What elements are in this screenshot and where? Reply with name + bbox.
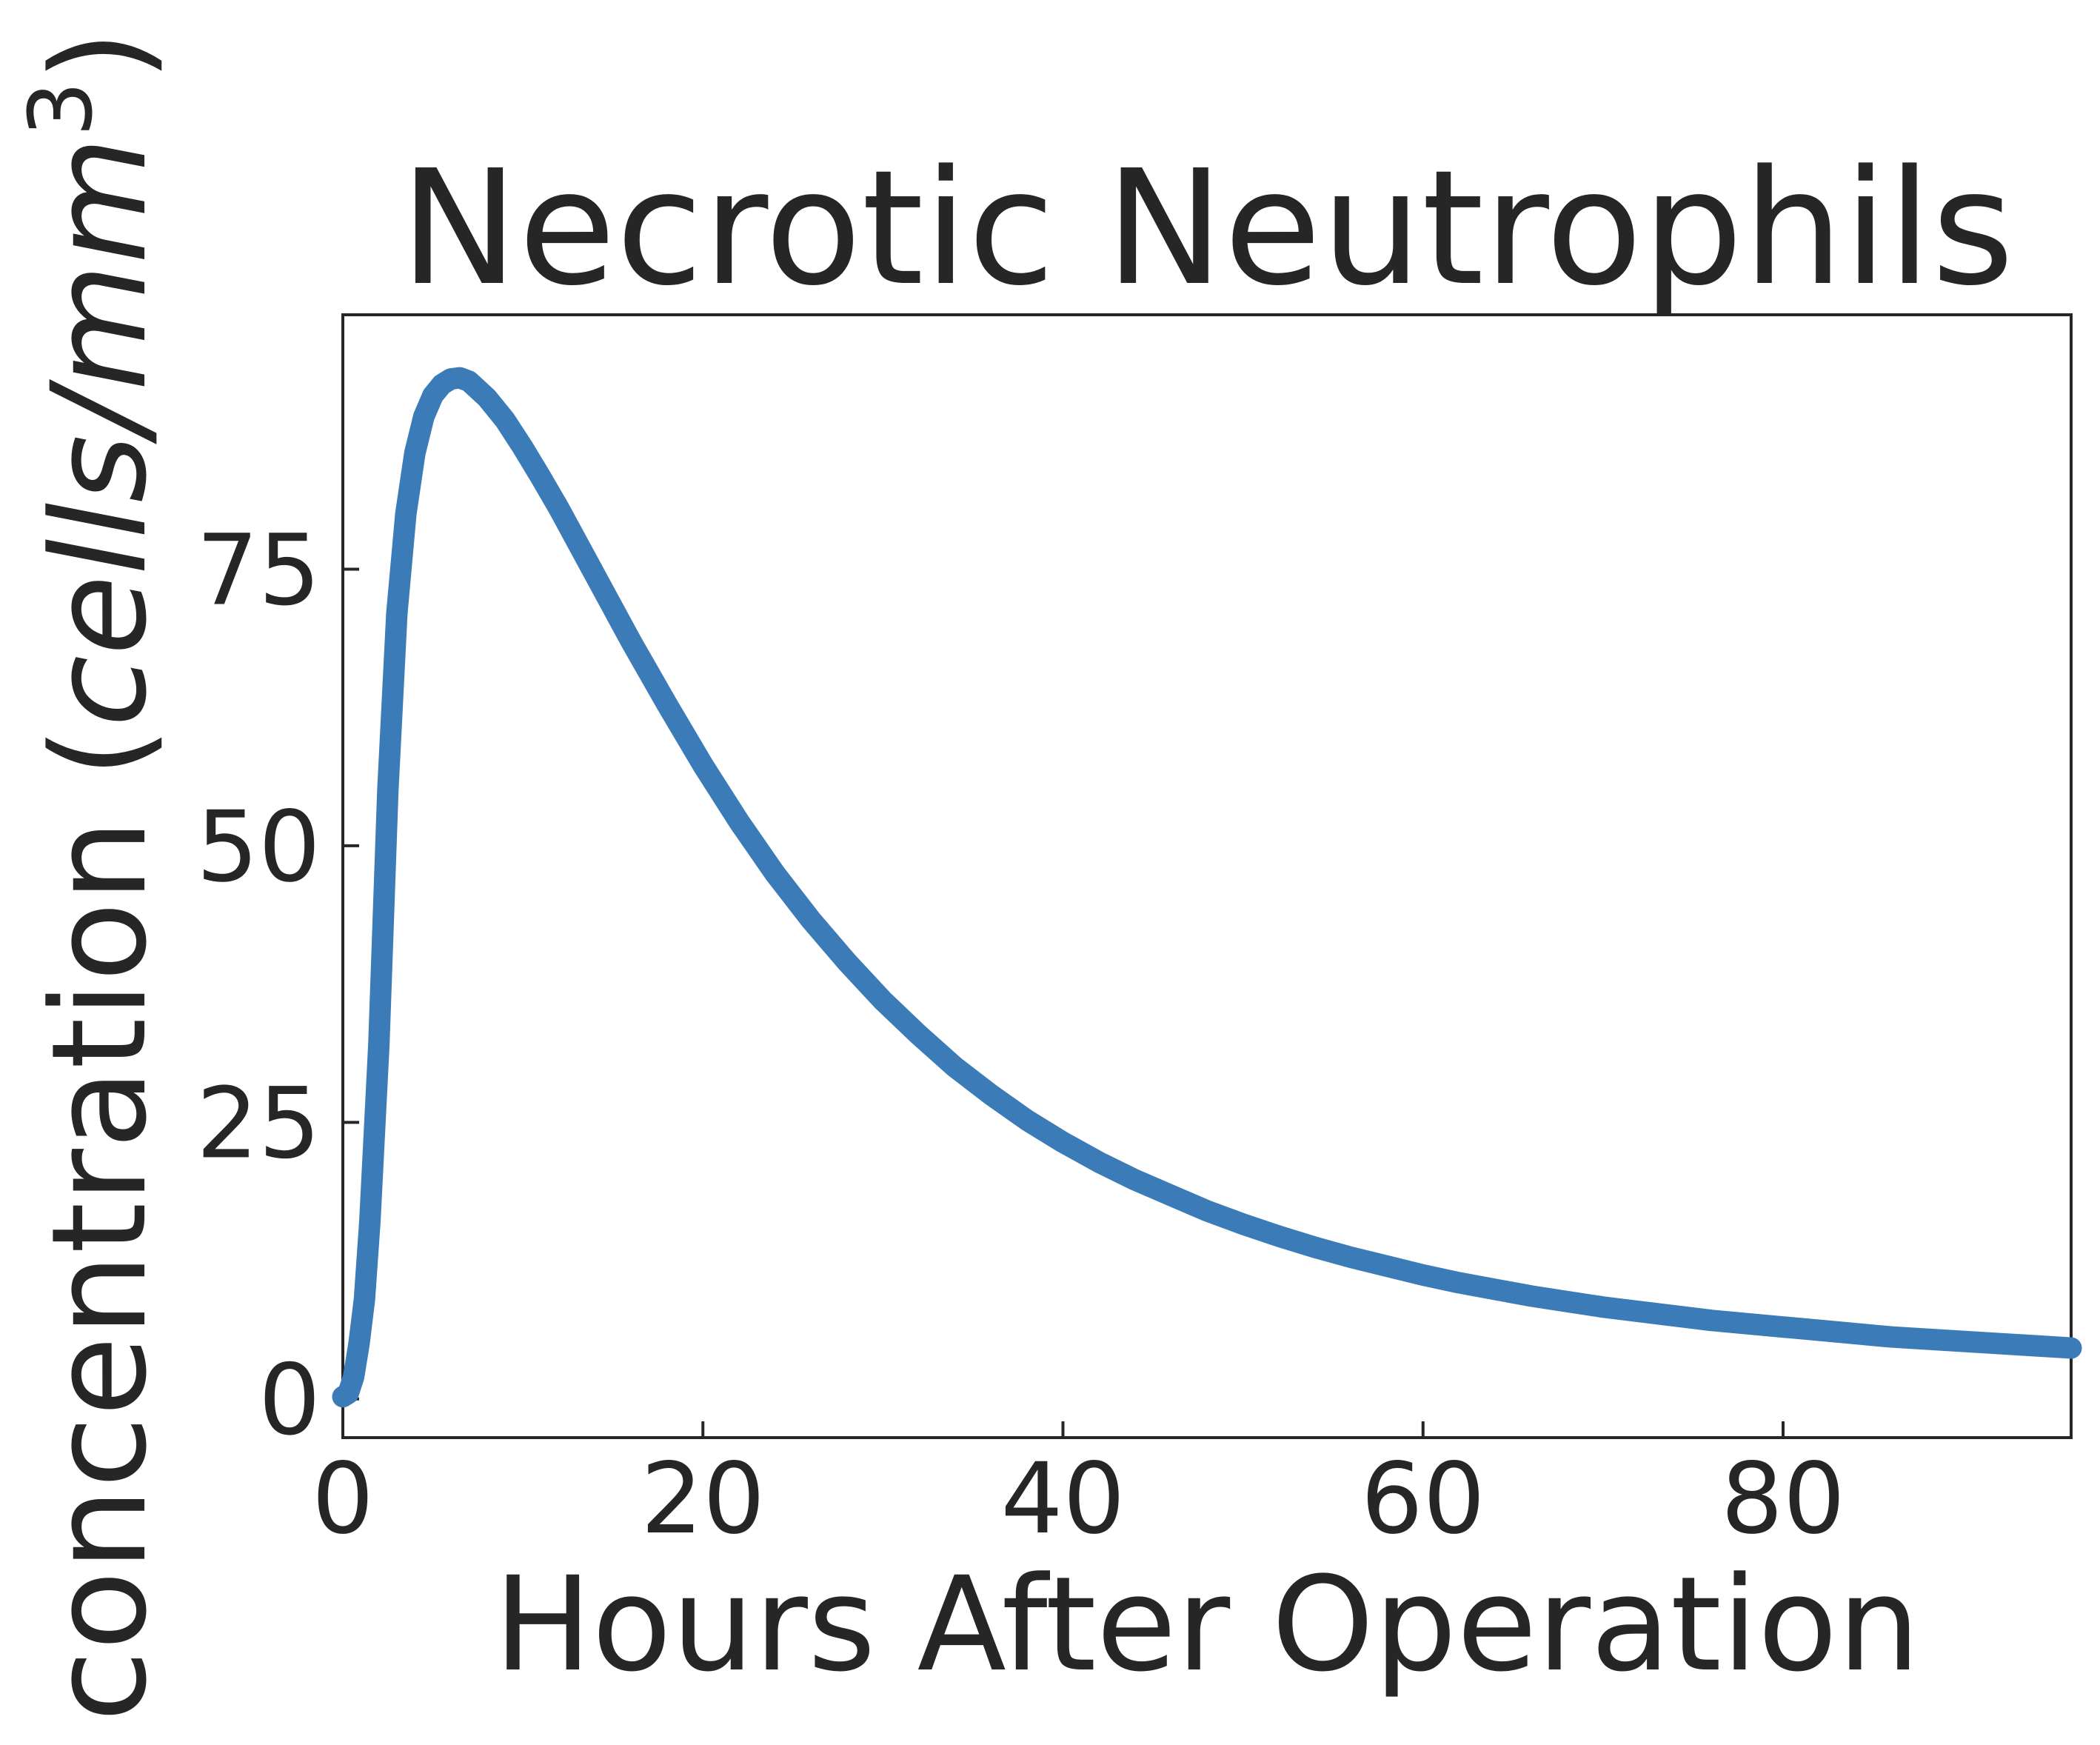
y-tick-label: 75 bbox=[196, 514, 321, 628]
x-axis-label: Hours After Operation bbox=[494, 1549, 1920, 1701]
x-axis-ticks: 0 20 40 60 80 bbox=[312, 1421, 1845, 1556]
plot-area bbox=[341, 313, 2073, 1439]
y-tick-label: 50 bbox=[196, 790, 321, 904]
x-tick-label: 40 bbox=[1001, 1442, 1126, 1556]
x-tick-label: 60 bbox=[1361, 1442, 1485, 1556]
y-axis-ticks: 0 25 50 75 bbox=[196, 514, 359, 1458]
x-tick-label: 20 bbox=[641, 1442, 765, 1556]
x-tick-label: 80 bbox=[1721, 1442, 1845, 1556]
y-tick-label: 0 bbox=[258, 1344, 321, 1458]
y-axis-label-main: concentration ( bbox=[24, 727, 175, 1722]
x-tick-label: 0 bbox=[312, 1442, 374, 1556]
y-axis-label-unit: cells/mm bbox=[24, 137, 175, 727]
plot-frame bbox=[341, 313, 2073, 1439]
y-tick-label: 25 bbox=[196, 1067, 321, 1181]
y-axis-label-superscript: 3 bbox=[10, 81, 112, 137]
chart-title: Necrotic Neutrophils bbox=[400, 136, 2014, 321]
y-axis-label: concentration (cells/mm3) bbox=[10, 30, 175, 1722]
series-line bbox=[332, 367, 2082, 1408]
y-axis-label-close: ) bbox=[24, 30, 175, 81]
